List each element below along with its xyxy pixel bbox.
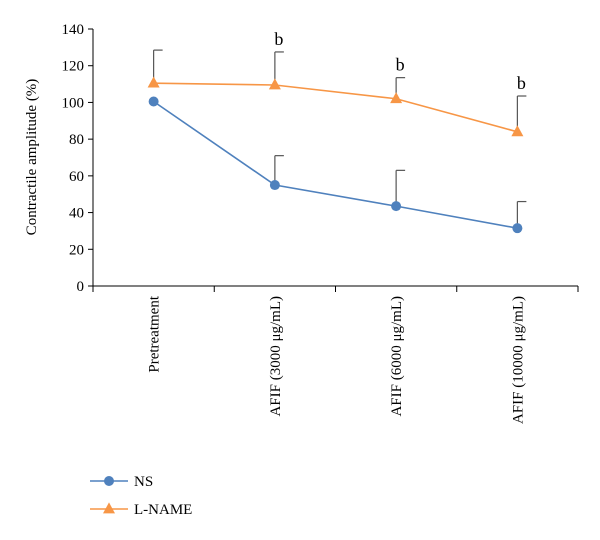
legend-item-ns: NS <box>90 474 153 490</box>
x-tick-label: Pretreatment <box>147 295 163 372</box>
y-tick-label: 120 <box>62 59 85 75</box>
x-tick-label: AFIF (10000 μg/mL) <box>510 296 526 424</box>
series-line-ns <box>153 100 518 229</box>
significance-annotation: b <box>517 73 526 93</box>
data-point-ns <box>269 180 280 191</box>
data-point-ns <box>391 201 402 212</box>
x-axis: Pretreatment AFIF (3000 μg/mL) AFIF (6000 … <box>92 285 579 424</box>
y-tick-label: 140 <box>62 22 85 38</box>
y-tick-label: 0 <box>77 279 85 295</box>
data-point-ns <box>148 96 159 107</box>
significance-annotation: b <box>396 55 405 75</box>
legend-marker <box>104 476 114 486</box>
legend-label: NS <box>134 474 153 490</box>
y-tick-label: 80 <box>69 132 84 148</box>
data-point-l-name <box>268 78 281 90</box>
data-point-l-name <box>511 125 524 137</box>
series-lines <box>153 82 518 229</box>
y-tick-label: 20 <box>69 242 84 258</box>
data-point-l-name <box>147 76 160 88</box>
y-tick-label: 40 <box>69 206 84 222</box>
legend: NS L-NAME <box>90 474 192 518</box>
x-tick-label: AFIF (3000 μg/mL) <box>268 296 284 417</box>
series-markers <box>147 76 524 234</box>
annotations: b b b <box>274 29 526 93</box>
y-tick-label: 100 <box>62 95 85 111</box>
y-tick-label: 60 <box>69 169 84 185</box>
y-axis: 0 20 40 60 80 100 120 140 Contractile amplitude… <box>24 22 94 295</box>
series-line-l-name <box>153 82 518 133</box>
data-point-ns <box>512 223 523 234</box>
legend-marker <box>103 502 115 514</box>
significance-annotation: b <box>274 29 283 49</box>
x-tick-label: AFIF (6000 μg/mL) <box>389 296 405 417</box>
y-axis-label: Contractile amplitude (%) <box>24 79 40 236</box>
legend-item-l-name: L-NAME <box>90 502 192 518</box>
data-point-l-name <box>390 92 403 104</box>
legend-label: L-NAME <box>134 502 192 518</box>
